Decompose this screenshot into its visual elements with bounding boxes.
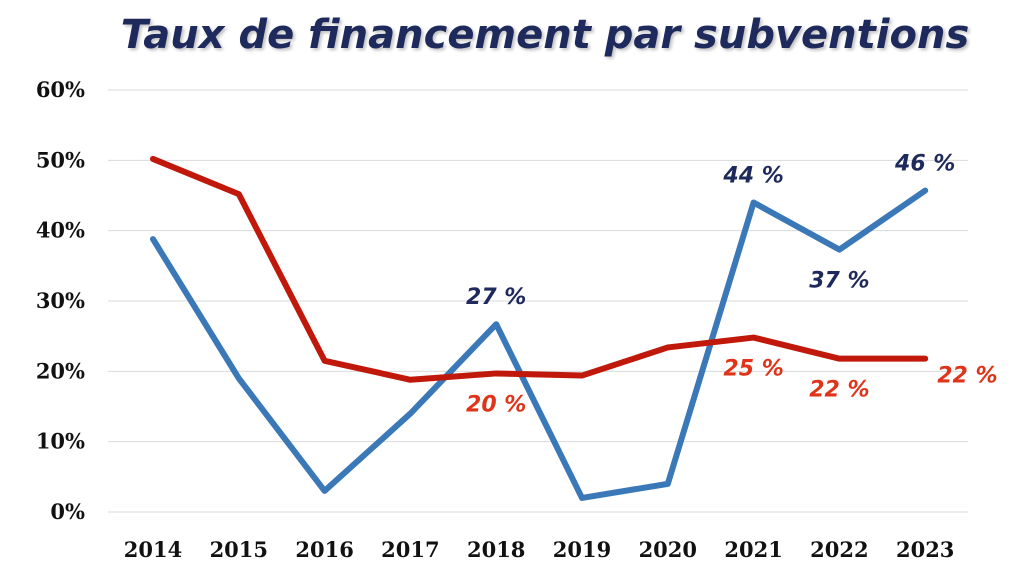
y-tick-label: 60% — [36, 77, 85, 102]
data-label: 46 % — [894, 152, 955, 177]
data-point — [407, 377, 413, 383]
data-point — [579, 373, 585, 379]
data-label: 25 % — [723, 357, 783, 382]
data-point — [322, 358, 328, 364]
data-label: 20 % — [466, 392, 526, 417]
y-tick-label: 0% — [50, 499, 85, 524]
x-tick-label: 2017 — [381, 537, 439, 562]
y-tick-label: 20% — [36, 358, 85, 383]
data-point — [322, 488, 328, 494]
y-tick-label: 40% — [36, 218, 85, 243]
y-tick-label: 10% — [36, 429, 85, 454]
x-tick-label: 2022 — [810, 537, 868, 562]
x-tick-label: 2016 — [295, 537, 353, 562]
data-point — [150, 236, 156, 242]
data-point — [236, 375, 242, 381]
data-point — [665, 344, 671, 350]
data-point — [836, 356, 842, 362]
data-point — [493, 370, 499, 376]
x-tick-label: 2014 — [124, 537, 182, 562]
x-tick-label: 2018 — [467, 537, 525, 562]
data-point — [836, 247, 842, 253]
data-label: 37 % — [809, 269, 869, 294]
x-tick-label: 2019 — [553, 537, 611, 562]
x-tick-label: 2015 — [210, 537, 268, 562]
x-tick-label: 2020 — [639, 537, 697, 562]
data-point — [579, 495, 585, 501]
data-point — [665, 481, 671, 487]
series-line-1 — [150, 155, 929, 383]
data-label: 22 % — [937, 364, 997, 389]
y-tick-label: 30% — [36, 288, 85, 313]
data-point — [236, 191, 242, 197]
data-point — [751, 335, 757, 341]
data-point — [751, 200, 757, 206]
data-point — [407, 411, 413, 417]
chart-title: Taux de financement par subventions — [120, 12, 970, 58]
y-tick-label: 50% — [36, 147, 85, 172]
data-label: 27 % — [466, 285, 526, 310]
data-point — [493, 321, 499, 327]
data-point — [150, 156, 156, 162]
x-tick-label: 2023 — [896, 537, 954, 562]
data-label: 22 % — [809, 378, 869, 403]
data-label: 44 % — [722, 164, 783, 189]
data-point — [922, 356, 928, 362]
x-tick-label: 2021 — [724, 537, 782, 562]
series-line-0 — [150, 187, 929, 501]
data-point — [922, 188, 928, 194]
